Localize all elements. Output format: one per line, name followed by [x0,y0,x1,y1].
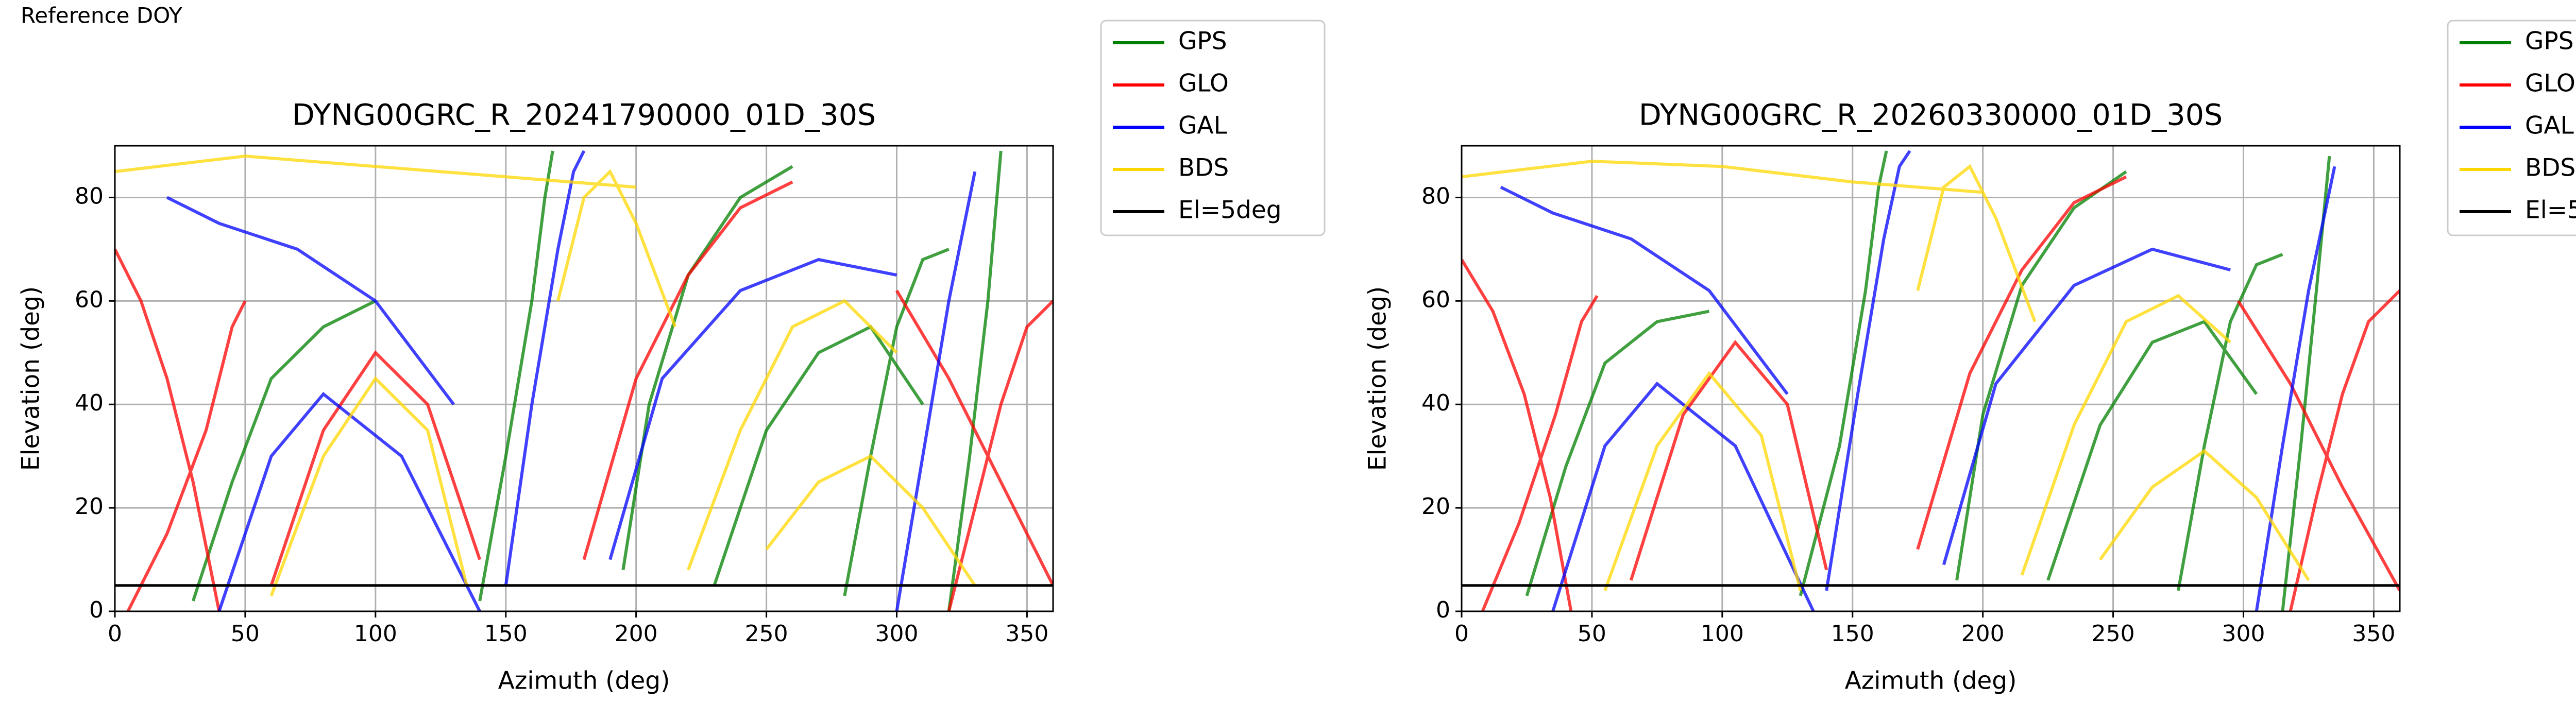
x-axis-label: Azimuth (deg) [1845,667,2017,695]
x-tick-label: 350 [1005,621,1048,647]
legend-label: El=5deg [2525,196,2576,225]
series-line [115,180,1053,611]
legend-label: GLO [2525,70,2575,98]
series-line [115,155,976,596]
legend-box [2447,20,2576,236]
legend-label: GAL [1178,112,1227,140]
series-line [1525,150,2331,611]
y-tick-label: 0 [89,597,104,623]
legend-label: GPS [2525,27,2574,56]
legend-label: BDS [2525,154,2575,182]
x-tick-label: 300 [875,621,919,647]
legend-label: GPS [1178,27,1227,56]
x-tick-label: 0 [108,621,122,647]
legend-label: BDS [1178,154,1229,182]
y-tick-label: 20 [75,493,104,520]
x-tick-label: 300 [2222,621,2265,647]
x-tick-label: 100 [1701,621,1744,647]
x-tick-label: 0 [1454,621,1469,647]
x-tick-label: 250 [2092,621,2135,647]
x-tick-label: 200 [615,621,658,647]
x-tick-label: 200 [1961,621,2005,647]
series-line [1500,150,2336,611]
x-tick-label: 350 [2352,621,2395,647]
legend-label: GAL [2525,112,2574,140]
x-tick-label: 250 [745,621,788,647]
axes-frame [1461,145,2401,612]
series-line [1462,175,2400,611]
series-line [191,150,1003,611]
y-tick-label: 0 [1436,597,1450,623]
y-tick-label: 60 [1421,286,1450,313]
axes-frame [114,145,1054,612]
y-tick-label: 80 [75,183,104,209]
y-tick-label: 40 [75,390,104,416]
x-tick-label: 150 [1831,621,1874,647]
y-tick-label: 20 [1421,493,1450,520]
legend-box [1100,20,1326,236]
chart-title: DYNG00GRC_R_20241790000_01D_30S [292,98,876,132]
y-axis-label: Elevation (deg) [17,286,45,471]
y-tick-label: 60 [75,286,104,313]
x-tick-label: 100 [354,621,397,647]
x-tick-label: 50 [1578,621,1606,647]
header: Reference DOY [21,3,182,28]
x-tick-label: 150 [484,621,528,647]
y-axis-label: Elevation (deg) [1364,286,1392,471]
legend-label: GLO [1178,70,1229,98]
x-axis-label: Azimuth (deg) [498,667,670,695]
chart-title: DYNG00GRC_R_20260330000_01D_30S [1639,98,2223,132]
series-line [166,150,977,611]
y-tick-label: 80 [1421,183,1450,209]
legend-label: El=5deg [1178,196,1282,225]
x-tick-label: 50 [231,621,260,647]
series-line [1462,160,2310,591]
y-tick-label: 40 [1421,390,1450,416]
